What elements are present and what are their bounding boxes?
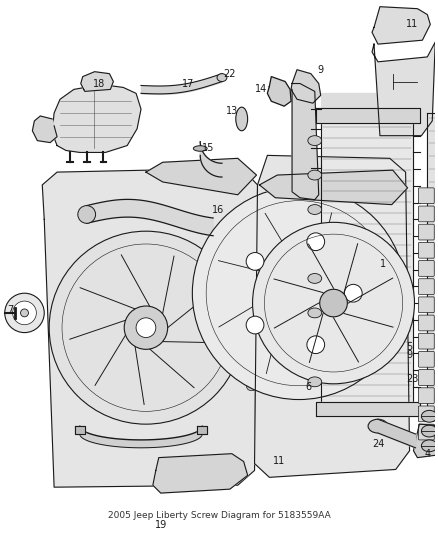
Ellipse shape (217, 74, 227, 82)
Ellipse shape (236, 107, 247, 131)
Ellipse shape (320, 289, 347, 317)
Ellipse shape (246, 253, 264, 270)
FancyBboxPatch shape (418, 188, 434, 204)
Polygon shape (75, 426, 85, 434)
Text: 6: 6 (306, 382, 312, 392)
Ellipse shape (421, 410, 437, 422)
Ellipse shape (246, 316, 264, 334)
Ellipse shape (308, 377, 321, 387)
FancyBboxPatch shape (418, 333, 434, 349)
Ellipse shape (136, 318, 156, 337)
Ellipse shape (308, 205, 321, 214)
Ellipse shape (307, 336, 325, 353)
FancyBboxPatch shape (418, 424, 434, 440)
FancyBboxPatch shape (418, 315, 434, 331)
FancyBboxPatch shape (418, 297, 434, 313)
Ellipse shape (308, 308, 321, 318)
Ellipse shape (308, 170, 321, 180)
Text: 23: 23 (406, 374, 419, 384)
Polygon shape (153, 454, 247, 493)
Ellipse shape (247, 270, 257, 278)
Polygon shape (413, 424, 438, 458)
Polygon shape (291, 70, 321, 103)
Text: 5: 5 (406, 342, 413, 352)
Ellipse shape (5, 293, 44, 333)
FancyBboxPatch shape (418, 388, 434, 403)
FancyBboxPatch shape (418, 369, 434, 385)
Ellipse shape (49, 231, 243, 424)
Text: 2005 Jeep Liberty Screw Diagram for 5183559AA: 2005 Jeep Liberty Screw Diagram for 5183… (108, 511, 330, 520)
Ellipse shape (308, 136, 321, 146)
Ellipse shape (21, 309, 28, 317)
Polygon shape (80, 426, 202, 448)
Text: 13: 13 (226, 106, 238, 116)
Ellipse shape (308, 273, 321, 284)
Ellipse shape (78, 206, 95, 223)
Polygon shape (427, 113, 438, 416)
Text: 22: 22 (224, 69, 236, 79)
FancyBboxPatch shape (418, 243, 434, 258)
Polygon shape (321, 93, 413, 111)
Ellipse shape (421, 425, 437, 437)
Polygon shape (197, 426, 207, 434)
Text: 19: 19 (155, 520, 167, 530)
Polygon shape (292, 84, 319, 200)
FancyBboxPatch shape (418, 206, 434, 222)
Text: 9: 9 (318, 64, 324, 75)
Polygon shape (146, 158, 257, 195)
Polygon shape (316, 401, 420, 416)
Ellipse shape (344, 284, 362, 302)
Ellipse shape (307, 233, 325, 251)
Polygon shape (267, 77, 291, 106)
Ellipse shape (192, 187, 406, 400)
Polygon shape (254, 156, 410, 478)
Ellipse shape (193, 146, 207, 151)
Ellipse shape (421, 440, 437, 452)
Polygon shape (87, 199, 213, 236)
Polygon shape (42, 168, 258, 487)
Text: 1: 1 (380, 259, 386, 269)
Text: 4: 4 (424, 449, 431, 459)
Text: 14: 14 (255, 84, 268, 94)
Ellipse shape (13, 301, 36, 325)
Text: 16: 16 (212, 205, 224, 214)
FancyBboxPatch shape (418, 351, 434, 367)
Ellipse shape (247, 304, 257, 312)
Polygon shape (321, 111, 413, 411)
Polygon shape (259, 170, 408, 205)
Ellipse shape (124, 306, 168, 349)
Text: 11: 11 (406, 19, 419, 29)
Text: 17: 17 (182, 78, 194, 88)
Polygon shape (372, 42, 435, 136)
Ellipse shape (308, 239, 321, 249)
Ellipse shape (253, 222, 414, 384)
Text: 7: 7 (7, 305, 14, 315)
Ellipse shape (308, 342, 321, 352)
Polygon shape (32, 116, 57, 143)
Text: 18: 18 (93, 78, 106, 88)
Ellipse shape (247, 235, 257, 243)
Ellipse shape (368, 419, 388, 433)
Text: 11: 11 (273, 456, 285, 466)
Ellipse shape (247, 338, 257, 346)
FancyBboxPatch shape (418, 279, 434, 295)
Ellipse shape (247, 383, 257, 391)
Polygon shape (316, 108, 420, 123)
Ellipse shape (277, 271, 321, 315)
FancyBboxPatch shape (418, 406, 434, 422)
Text: 9: 9 (406, 350, 413, 360)
Polygon shape (372, 7, 430, 44)
FancyBboxPatch shape (418, 261, 434, 276)
FancyBboxPatch shape (418, 224, 434, 240)
Polygon shape (200, 142, 222, 177)
Polygon shape (81, 72, 113, 91)
Polygon shape (52, 85, 141, 152)
Text: 24: 24 (372, 439, 384, 449)
Text: 15: 15 (202, 143, 214, 154)
